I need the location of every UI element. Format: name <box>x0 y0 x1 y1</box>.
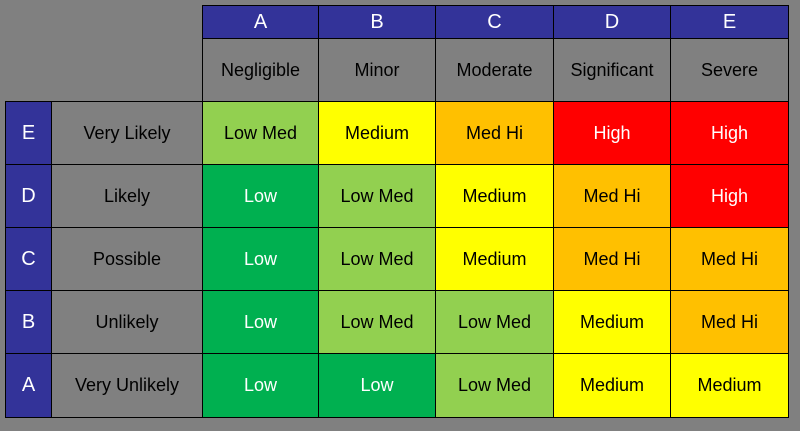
column-label-moderate: Moderate <box>435 38 554 102</box>
row-letter-c: C <box>5 227 52 291</box>
matrix-cell: High <box>553 101 671 165</box>
row-letter-e: E <box>5 101 52 165</box>
matrix-cell: Low <box>202 290 319 354</box>
column-label-minor: Minor <box>318 38 436 102</box>
matrix-cell: Med Hi <box>670 227 789 291</box>
column-label-severe: Severe <box>670 38 789 102</box>
matrix-cell: Low <box>202 164 319 228</box>
matrix-cell: Medium <box>553 353 671 418</box>
matrix-cell: Medium <box>435 227 554 291</box>
column-letter-c: C <box>435 5 554 39</box>
matrix-cell: Low Med <box>318 227 436 291</box>
matrix-cell: Low Med <box>202 101 319 165</box>
row-label-very-unlikely: Very Unlikely <box>51 353 203 418</box>
column-letter-d: D <box>553 5 671 39</box>
corner-blank <box>5 5 203 102</box>
row-letter-d: D <box>5 164 52 228</box>
matrix-cell: Low <box>202 353 319 418</box>
matrix-cell: Med Hi <box>553 227 671 291</box>
matrix-cell: Low Med <box>318 290 436 354</box>
matrix-cell: Medium <box>670 353 789 418</box>
matrix-cell: Med Hi <box>670 290 789 354</box>
matrix-cell: Medium <box>318 101 436 165</box>
row-label-unlikely: Unlikely <box>51 290 203 354</box>
matrix-cell: Low Med <box>435 353 554 418</box>
matrix-cell: Medium <box>435 164 554 228</box>
matrix-cell: High <box>670 164 789 228</box>
matrix-cell: Low Med <box>318 164 436 228</box>
column-letter-a: A <box>202 5 319 39</box>
risk-matrix: A B C D E Negligible Minor Moderate Sign… <box>5 5 789 418</box>
column-label-negligible: Negligible <box>202 38 319 102</box>
matrix-cell: Low <box>318 353 436 418</box>
matrix-cell: Low <box>202 227 319 291</box>
matrix-cell: Med Hi <box>553 164 671 228</box>
matrix-cell: Med Hi <box>435 101 554 165</box>
row-letter-b: B <box>5 290 52 354</box>
column-letter-b: B <box>318 5 436 39</box>
matrix-cell: Low Med <box>435 290 554 354</box>
row-label-possible: Possible <box>51 227 203 291</box>
row-label-very-likely: Very Likely <box>51 101 203 165</box>
column-label-significant: Significant <box>553 38 671 102</box>
matrix-cell: Medium <box>553 290 671 354</box>
row-letter-a: A <box>5 353 52 418</box>
column-letter-e: E <box>670 5 789 39</box>
matrix-cell: High <box>670 101 789 165</box>
row-label-likely: Likely <box>51 164 203 228</box>
